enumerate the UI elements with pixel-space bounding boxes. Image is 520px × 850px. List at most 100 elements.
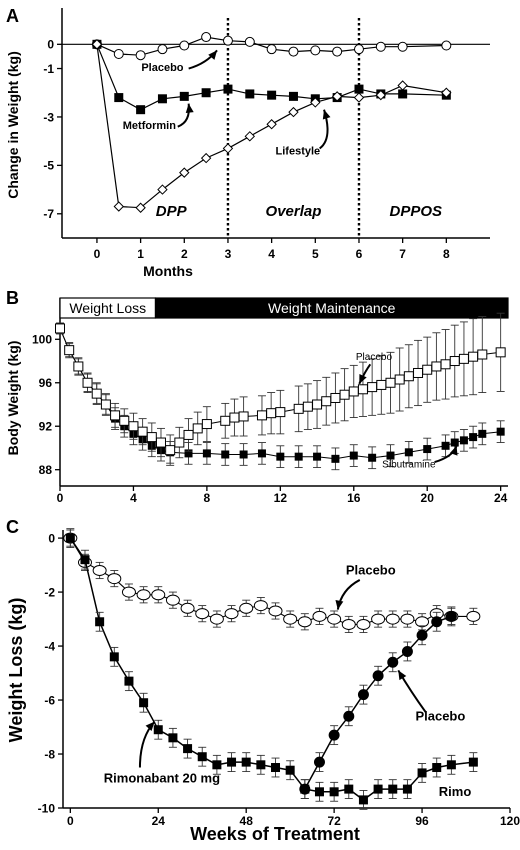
- data-point: [310, 45, 321, 56]
- panel-c-plot: 0 24 48 72 96 120 0 -2 -4 -6 -8 -10 Placebo Rimonaban…: [38, 528, 520, 828]
- data-point: [212, 760, 222, 770]
- data-point: [139, 698, 149, 708]
- data-point: [65, 533, 75, 543]
- data-point: [397, 80, 408, 91]
- data-point: [136, 105, 146, 115]
- phase-bar-label: Weight Loss: [69, 300, 146, 316]
- data-point: [113, 201, 124, 212]
- data-point: [356, 618, 371, 630]
- data-point: [401, 645, 413, 657]
- x-tick-label: 2: [181, 247, 188, 261]
- data-point: [312, 399, 323, 410]
- data-point: [244, 131, 256, 142]
- data-point: [229, 412, 240, 423]
- data-point: [466, 610, 481, 622]
- data-point: [256, 410, 267, 421]
- series-label: Sibutramine: [382, 460, 436, 471]
- data-point: [459, 436, 468, 445]
- data-point: [91, 388, 102, 399]
- y-tick-label: 96: [39, 376, 53, 390]
- data-point: [312, 610, 327, 622]
- panel-b-letter: B: [6, 288, 19, 308]
- y-tick-label: -5: [43, 159, 54, 173]
- data-point: [266, 408, 277, 419]
- data-point: [223, 84, 233, 94]
- phase-label: DPPOS: [389, 203, 442, 220]
- data-point: [441, 441, 450, 450]
- y-tick-label: -2: [44, 585, 55, 599]
- x-tick-label: 0: [67, 814, 74, 828]
- data-point: [224, 608, 239, 620]
- data-point: [372, 670, 384, 682]
- data-point: [299, 783, 311, 795]
- data-point: [404, 448, 413, 457]
- data-point: [332, 46, 343, 57]
- data-point: [293, 403, 304, 414]
- data-point: [276, 452, 285, 461]
- data-point: [153, 725, 163, 735]
- data-point: [239, 602, 254, 614]
- data-point: [423, 445, 432, 454]
- y-tick-label: 0: [47, 38, 54, 52]
- data-point: [367, 382, 378, 393]
- data-point: [267, 90, 277, 100]
- series-label: Metformin: [123, 120, 176, 132]
- data-point: [331, 454, 340, 463]
- x-tick-label: 20: [421, 491, 435, 505]
- annotation-arrow: [336, 579, 361, 610]
- data-point: [73, 361, 84, 372]
- y-tick-label: -10: [38, 801, 56, 815]
- annotation-arrow: [138, 720, 156, 768]
- data-point: [477, 349, 488, 360]
- y-tick-label: -7: [43, 207, 54, 221]
- data-point: [385, 613, 400, 625]
- data-point: [294, 452, 303, 461]
- data-point: [432, 763, 442, 773]
- data-point: [376, 379, 387, 390]
- data-point: [151, 589, 166, 601]
- series-label: Rimo: [439, 784, 472, 799]
- data-point: [201, 88, 211, 98]
- data-point: [387, 656, 399, 668]
- panel-a-letter: A: [6, 6, 19, 26]
- data-point: [458, 353, 469, 364]
- data-point: [468, 351, 479, 362]
- data-point: [165, 445, 176, 456]
- data-point: [373, 784, 383, 794]
- panel-b-plot: 0 4 8 12 16 20 24 88 92 96 100 Weight Loss Weight Ma…: [32, 297, 509, 505]
- data-point: [137, 426, 148, 437]
- x-tick-label: 8: [204, 491, 211, 505]
- arrow-head: [145, 721, 155, 731]
- data-point: [110, 410, 121, 421]
- data-point: [446, 760, 456, 770]
- data-point: [245, 89, 255, 99]
- data-point: [327, 613, 342, 625]
- data-point: [496, 427, 505, 436]
- data-point: [119, 415, 130, 426]
- data-point: [157, 44, 168, 55]
- data-point: [179, 91, 189, 101]
- data-point: [288, 106, 299, 118]
- data-point: [357, 384, 368, 395]
- data-point: [256, 760, 266, 770]
- data-point: [469, 433, 478, 442]
- data-point: [266, 44, 277, 55]
- data-point: [244, 36, 255, 47]
- data-point: [450, 438, 459, 447]
- data-point: [343, 710, 355, 722]
- y-tick-label: -3: [43, 110, 54, 124]
- data-point: [184, 449, 193, 458]
- arrow-head: [359, 374, 367, 384]
- data-point: [302, 401, 313, 412]
- data-point: [135, 50, 146, 61]
- phase-label: Overlap: [266, 203, 322, 220]
- data-point: [209, 613, 224, 625]
- data-point: [478, 429, 487, 438]
- panel-a-plot: 0 1 2 3 4 5 6 7 8 0 -1 -3 -5 -7 DPP Overlap DPPOS Placebo…: [43, 8, 490, 261]
- data-point: [416, 629, 428, 641]
- data-point: [398, 89, 408, 99]
- data-point: [179, 40, 190, 51]
- data-point: [253, 600, 268, 612]
- data-point: [314, 787, 324, 797]
- y-tick-label: -4: [44, 639, 55, 653]
